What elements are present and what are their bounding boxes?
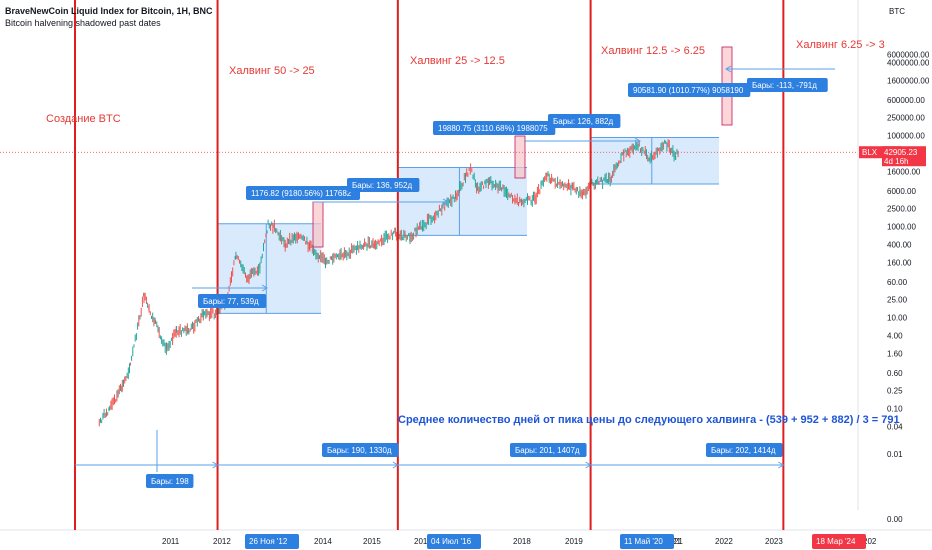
y-tick-label: 0.10 xyxy=(887,405,903,414)
y-tick-label: 4000000.00 xyxy=(887,59,930,68)
chart-title: BraveNewCoin Liquid Index for Bitcoin, 1… xyxy=(5,6,213,16)
halving-span-label: Бары: 198 xyxy=(151,477,189,486)
y-tick-label: 16000.00 xyxy=(887,168,921,177)
y-tick-label: 1600000.00 xyxy=(887,77,930,86)
x-tick-label: 21 xyxy=(672,537,681,546)
cycle-label-bg xyxy=(433,121,556,135)
x-tick-label: 202 xyxy=(863,537,877,546)
y-tick-label: 600000.00 xyxy=(887,96,925,105)
peak-marker-box xyxy=(514,135,526,179)
peak-to-halving-label-bg xyxy=(347,178,420,192)
y-tick-label: 0.04 xyxy=(887,423,903,432)
peak-to-halving-arrowhead xyxy=(634,137,641,145)
x-tick-label: 201 xyxy=(414,537,428,546)
y-tick-label: 10.00 xyxy=(887,314,908,323)
y-tick-label: 0.25 xyxy=(887,386,903,395)
y-tick-label: 100000.00 xyxy=(887,132,925,141)
y-tick-label: 60.00 xyxy=(887,278,908,287)
x-tick-label: 2021 xyxy=(665,537,683,546)
peak-to-halving-label-bg xyxy=(747,78,828,92)
x-tick-label: 2022 xyxy=(715,537,733,546)
current-price-value: 42905.23 xyxy=(884,148,918,157)
chart-subtitle: Bitcoin halvening shadowed past dates xyxy=(5,18,161,28)
cycle-label-bg xyxy=(246,186,360,200)
x-date-tag: 18 Мар '24 xyxy=(816,537,856,546)
peak-to-halving-label: Бары: -113, -791д xyxy=(752,81,817,90)
x-tick-label: 2019 xyxy=(565,537,583,546)
peak-to-halving-arrowhead xyxy=(261,284,268,292)
y-tick-label: 6000.00 xyxy=(887,187,916,196)
peak-to-halving-arrowhead xyxy=(442,198,449,206)
halving-span-label-bg xyxy=(706,443,783,457)
halving-span-label: Бары: 201, 1407д xyxy=(515,446,580,455)
halving-label: Халвинг 25 -> 12.5 xyxy=(410,55,505,67)
y-tick-label: 0.01 xyxy=(887,450,903,459)
halving-span-label: Бары: 190, 1330д xyxy=(327,446,392,455)
y-tick-label: 4.00 xyxy=(887,332,903,341)
halving-label: Халвинг 12.5 -> 6.25 xyxy=(601,45,705,57)
x-tick-label: 2014 xyxy=(314,537,332,546)
cycle-label-bg xyxy=(628,83,751,97)
y-tick-label: 1000.00 xyxy=(887,223,916,232)
y-tick-label: 0.00 xyxy=(887,515,903,524)
x-date-tag-bg xyxy=(812,534,866,549)
peak-marker-box xyxy=(312,201,324,248)
y-tick-label: 160.00 xyxy=(887,259,912,268)
cycle-label: 19880.75 (3110.68%) 1988075 xyxy=(438,124,548,133)
x-date-tag-bg xyxy=(620,534,674,549)
y-tick-label: 1.60 xyxy=(887,350,903,359)
x-date-tag-bg xyxy=(245,534,299,549)
peak-to-halving-label: Бары: 126, 882д xyxy=(553,117,613,126)
cycle-label: 1176.82 (9180.56%) 117682 xyxy=(251,189,352,198)
peak-to-halving-label: Бары: 77, 539д xyxy=(203,297,259,306)
x-date-tag: 11 Май '20 xyxy=(624,537,663,546)
y-unit-label: BTC xyxy=(889,7,905,16)
peak-to-halving-label-bg xyxy=(198,294,267,308)
x-date-tag: 04 Июл '16 xyxy=(431,537,472,546)
halving-label: Халвинг 6.25 -> 3 xyxy=(796,39,885,51)
x-tick-label: 2018 xyxy=(513,537,531,546)
y-tick-label: 6000000.00 xyxy=(887,51,930,60)
halving-span-label: Бары: 202, 1414д xyxy=(711,446,776,455)
halving-span-arrowhead xyxy=(778,461,785,469)
x-tick-label: 2015 xyxy=(363,537,381,546)
y-tick-label: 400.00 xyxy=(887,241,912,250)
halving-label: Халвинг 50 -> 25 xyxy=(229,65,315,77)
halving-span-label-bg xyxy=(510,443,587,457)
y-tick-label: 250000.00 xyxy=(887,113,925,122)
x-date-tag: 26 Ноя '12 xyxy=(249,537,288,546)
average-days-annotation: Среднее количество дней от пика цены до … xyxy=(398,414,900,426)
halving-span-label-bg xyxy=(322,443,399,457)
peak-to-halving-label: Бары: 136, 952д xyxy=(352,181,412,190)
x-tick-label: 2011 xyxy=(162,537,180,546)
peak-to-halving-arrowhead xyxy=(725,65,732,73)
x-tick-label: 2023 xyxy=(765,537,783,546)
halving-span-label-bg xyxy=(146,474,194,488)
y-tick-label: 0.60 xyxy=(887,369,903,378)
peak-to-halving-label-bg xyxy=(548,114,621,128)
cycle-box xyxy=(590,137,719,184)
x-tick-label: 2012 xyxy=(213,537,231,546)
current-price-symbol: BLX xyxy=(862,148,878,157)
cycle-label: 90581.90 (1010.77%) 9058190 xyxy=(633,86,744,95)
x-date-tag-bg xyxy=(427,534,481,549)
y-tick-label: 25.00 xyxy=(887,295,908,304)
current-price-value-bg xyxy=(882,146,926,167)
current-price-countdown: 4d 16h xyxy=(884,157,908,166)
y-tick-label: 2500.00 xyxy=(887,204,916,213)
genesis-label: Создание BTC xyxy=(46,113,121,125)
